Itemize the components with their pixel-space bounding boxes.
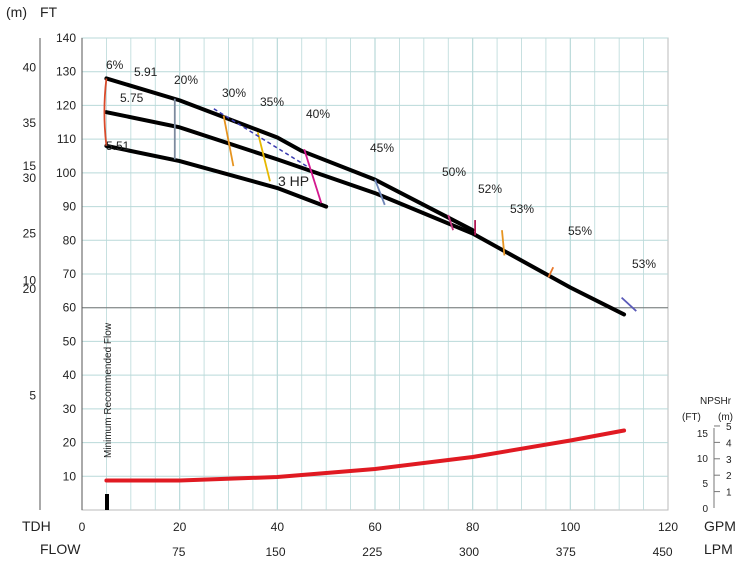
impeller-label-5-51: 5.51: [106, 139, 130, 153]
ft-tick-label: 10: [63, 469, 77, 483]
flow-label: FLOW: [40, 541, 81, 557]
axes: [39, 38, 83, 510]
impeller-label-5-91: 5.91: [134, 65, 158, 79]
eff-label-52: 52%: [478, 182, 502, 196]
lpm-label: LPM: [704, 541, 733, 557]
eff-mark-45: [374, 179, 386, 206]
lpm-tick-label: 300: [459, 545, 479, 559]
m-unit-label: (m): [6, 4, 27, 20]
lpm-tick-label: 225: [362, 545, 382, 559]
npshr-ft-tick: 15: [697, 429, 709, 440]
npshr-ft-label: (FT): [682, 412, 701, 423]
npshr-ft-tick: 5: [702, 479, 708, 490]
eff-label-53: 53%: [510, 202, 534, 216]
impeller-label-5-75: 5.75: [120, 91, 144, 105]
m-tick-label: 25: [23, 226, 37, 240]
min-flow-marker: [105, 494, 109, 510]
ft-tick-label: 140: [56, 31, 76, 45]
npshr-m-tick: 4: [726, 438, 732, 449]
npshr-title: NPSHr: [700, 396, 732, 407]
eff-label-50: 50%: [442, 165, 466, 179]
gpm-tick-label: 0: [79, 520, 86, 534]
ft-tick-label: 70: [63, 267, 77, 281]
m-tick-label: 20: [23, 282, 37, 296]
tdh-label: TDH: [22, 518, 51, 534]
gpm-tick-label: 80: [466, 520, 480, 534]
m-tick-label: 30: [23, 171, 37, 185]
gpm-tick-label: 20: [173, 520, 187, 534]
lpm-tick-labels: 75 150 225 300 375 450: [172, 545, 673, 559]
m-tick-label: 10: [23, 274, 37, 288]
m-tick-label: 35: [23, 116, 37, 130]
gpm-tick-label: 40: [271, 520, 285, 534]
gpm-tick-label: 100: [560, 520, 580, 534]
lpm-tick-label: 450: [653, 545, 673, 559]
npshr-m-tick: 2: [726, 471, 732, 482]
npshr-m-tick: 5: [726, 422, 732, 433]
lpm-tick-label: 75: [172, 545, 186, 559]
ft-tick-labels: 10 20 30 40 50 60 70 80 90 100 110 120 130 140: [56, 31, 76, 483]
eff-label-20: 20%: [174, 73, 198, 87]
eff-label-55: 55%: [568, 224, 592, 238]
min-flow-label: Minimum Recommended Flow: [103, 322, 114, 458]
npshr-ft-tick: 0: [702, 504, 708, 515]
eff-mark-53b: [620, 296, 637, 312]
ft-tick-label: 40: [63, 368, 77, 382]
eff-label-6: 6%: [106, 58, 124, 72]
eff-mark-30: [222, 115, 235, 167]
eff-mark-53: [501, 230, 506, 256]
ft-tick-label: 110: [57, 132, 76, 146]
hp-label: 3 HP: [278, 173, 309, 189]
lpm-tick-label: 375: [556, 545, 576, 559]
m-tick-label: 5: [29, 388, 36, 402]
npshr-m-label: (m): [718, 412, 733, 423]
eff-mark-35: [256, 132, 271, 182]
eff-label-35: 35%: [260, 95, 284, 109]
npshr-line: [104, 428, 627, 483]
head-curve-5-75: [104, 110, 627, 317]
efficiency-marks: [103, 78, 637, 312]
npshr-m-ticks: 1 2 3 4 5: [714, 422, 732, 499]
ft-tick-label: 90: [63, 200, 77, 214]
eff-label-53b: 53%: [632, 257, 656, 271]
head-curve-5-51: [104, 143, 329, 209]
eff-label-45: 45%: [370, 141, 394, 155]
npshr-m-tick: 1: [726, 488, 732, 499]
gpm-tick-labels: 0 20 40 60 80 100 120: [79, 520, 679, 534]
gpm-label: GPM: [704, 518, 736, 534]
ft-tick-label: 80: [63, 233, 77, 247]
npshr-curve: [104, 428, 627, 483]
eff-mark-55: [547, 266, 555, 278]
ft-tick-label: 20: [63, 436, 77, 450]
ft-tick-label: 30: [63, 402, 77, 416]
eff-mark-40: [303, 148, 323, 204]
npshr-ft-tick: 10: [697, 454, 709, 465]
npshr-ft-ticks: 0 5 10 15: [697, 429, 709, 515]
m-tick-label: 40: [23, 61, 37, 75]
head-curves: [104, 76, 627, 317]
eff-label-30: 30%: [222, 86, 246, 100]
eff-mark-50: [447, 214, 454, 231]
ft-tick-label: 100: [56, 166, 76, 180]
m-tick-label: 15: [23, 159, 37, 173]
trim-line-6pct: [103, 78, 108, 146]
npshr-axis: NPSHr (FT) (m) 0 5 10 15 1 2 3 4 5: [682, 396, 733, 515]
eff-label-40: 40%: [306, 107, 330, 121]
ft-tick-label: 130: [56, 65, 76, 79]
npshr-m-tick: 3: [726, 455, 732, 466]
gpm-tick-label: 60: [368, 520, 382, 534]
ft-tick-label: 50: [63, 334, 77, 348]
gpm-tick-label: 120: [658, 520, 678, 534]
ft-unit-label: FT: [40, 4, 58, 20]
lpm-tick-label: 150: [266, 545, 286, 559]
ft-tick-label: 60: [63, 301, 77, 315]
grid: [82, 37, 668, 510]
ft-tick-label: 120: [56, 98, 76, 112]
m-tick-labels: 5 10 15 20 25 30 35 40: [23, 61, 37, 403]
head-curve-5-91: [104, 76, 475, 233]
